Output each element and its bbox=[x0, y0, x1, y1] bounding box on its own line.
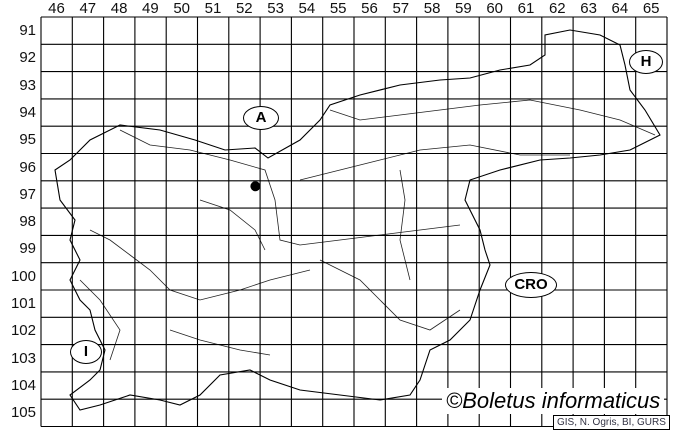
label-austria: A bbox=[243, 106, 279, 130]
column-label: 59 bbox=[455, 0, 472, 17]
row-label: 100 bbox=[10, 267, 36, 285]
column-label: 48 bbox=[110, 0, 128, 17]
river bbox=[319, 259, 461, 331]
row-label: 105 bbox=[10, 404, 36, 422]
column-label: 55 bbox=[329, 0, 347, 17]
column-label: 49 bbox=[142, 0, 159, 17]
column-label: 65 bbox=[642, 0, 660, 17]
row-label: 102 bbox=[10, 322, 36, 340]
row-label: 96 bbox=[19, 158, 36, 176]
column-label: 56 bbox=[361, 0, 378, 17]
column-label: 60 bbox=[486, 0, 504, 17]
credit-text: GIS, N. Ogris, BI, GURS bbox=[553, 415, 670, 430]
column-label: 58 bbox=[423, 0, 441, 17]
row-label: 104 bbox=[10, 376, 36, 394]
label-italy: I bbox=[70, 340, 102, 364]
column-label: 51 bbox=[204, 0, 222, 17]
river bbox=[199, 199, 266, 251]
label-croatia: CRO bbox=[505, 272, 557, 298]
row-label: 98 bbox=[19, 213, 36, 231]
column-label: 47 bbox=[79, 0, 97, 17]
column-label: 53 bbox=[267, 0, 284, 17]
river bbox=[169, 329, 271, 356]
column-label: 61 bbox=[517, 0, 535, 17]
column-label: 57 bbox=[392, 0, 410, 17]
row-label: 103 bbox=[10, 349, 36, 367]
river bbox=[329, 99, 656, 136]
column-label: 52 bbox=[235, 0, 253, 17]
record-dot bbox=[250, 181, 261, 192]
river bbox=[119, 129, 461, 246]
row-label: 95 bbox=[19, 131, 36, 149]
row-label: 99 bbox=[19, 240, 36, 258]
column-label: 46 bbox=[48, 0, 65, 17]
column-label: 54 bbox=[298, 0, 316, 17]
row-label: 91 bbox=[19, 22, 36, 39]
river bbox=[299, 144, 570, 181]
row-label: 93 bbox=[19, 76, 36, 94]
column-label: 50 bbox=[173, 0, 191, 17]
country-border bbox=[54, 29, 661, 411]
row-label: 97 bbox=[19, 185, 36, 203]
row-label: 92 bbox=[19, 49, 36, 67]
row-label: 94 bbox=[19, 103, 36, 121]
river bbox=[399, 169, 411, 281]
column-label: 63 bbox=[580, 0, 597, 17]
label-hungary: H bbox=[629, 50, 663, 74]
column-label: 62 bbox=[548, 0, 566, 17]
row-label: 101 bbox=[10, 295, 36, 312]
copyright-text: ©Boletus informaticus bbox=[442, 388, 665, 414]
column-label: 64 bbox=[611, 0, 629, 17]
